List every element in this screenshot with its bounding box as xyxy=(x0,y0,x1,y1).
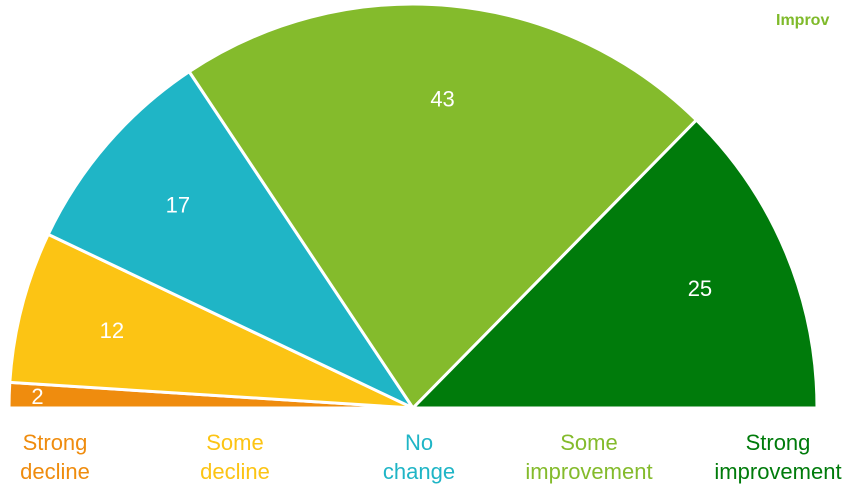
category-label-no-change: No change xyxy=(383,428,455,486)
value-label-strong-decline: 2 xyxy=(31,384,43,409)
category-label-some-improvement: Some improvement xyxy=(525,428,652,486)
partial-chart-heading: Improv xyxy=(776,12,830,29)
slice-group xyxy=(7,2,819,410)
category-label-some-decline: Some decline xyxy=(200,428,270,486)
category-label-line: decline xyxy=(20,459,90,484)
category-label-line: improvement xyxy=(525,459,653,484)
category-label-line: decline xyxy=(200,459,270,484)
category-label-line: Strong xyxy=(745,430,811,455)
value-label-group: 2 12 17 43 25 xyxy=(31,86,712,409)
category-label-strong-decline: Strong decline xyxy=(20,428,90,486)
category-label-line: No xyxy=(404,430,434,455)
value-label-some-improvement: 43 xyxy=(430,86,454,111)
value-label-strong-improvement: 25 xyxy=(688,276,712,301)
slice-some-improvement xyxy=(187,2,698,410)
slice-strong-improvement xyxy=(411,118,819,410)
category-label-line: Strong xyxy=(22,430,88,455)
category-label-strong-improvement: Strong improvement xyxy=(714,428,841,486)
value-label-some-decline: 12 xyxy=(100,318,124,343)
slice-some-decline xyxy=(8,232,415,410)
category-label-line: change xyxy=(382,459,456,484)
category-label-line: Some xyxy=(206,430,264,455)
value-label-no-change: 17 xyxy=(166,192,190,217)
category-label-line: Some xyxy=(560,430,618,455)
category-label-line: improvement xyxy=(714,459,842,484)
slice-no-change xyxy=(46,70,415,410)
